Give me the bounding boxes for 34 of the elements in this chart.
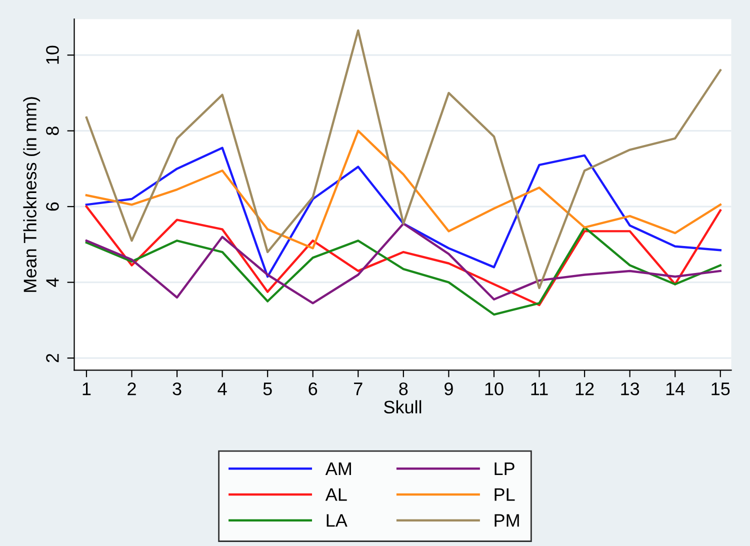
- line-series: [85, 146, 722, 278]
- legend-label: PM: [494, 514, 519, 527]
- x-axis-title: Skull: [384, 400, 422, 414]
- line-series: [85, 29, 722, 290]
- x-tick-label: 15: [712, 382, 730, 396]
- y-tick-label: 6: [46, 202, 59, 211]
- line-series: [85, 130, 722, 250]
- x-tick-label: 2: [128, 382, 136, 396]
- x-tick-label: 11: [531, 382, 548, 396]
- x-tick-label: 13: [621, 382, 640, 396]
- y-tick-label: 10: [46, 46, 59, 64]
- x-tick-label: 10: [485, 382, 504, 396]
- line-series: [85, 205, 722, 306]
- y-tick-label: 2: [46, 354, 59, 362]
- legend-label: AL: [325, 488, 347, 501]
- x-tick-label: 9: [444, 382, 453, 396]
- y-tick-label: 4: [46, 278, 59, 287]
- line-series: [85, 222, 722, 304]
- x-tick-label: 8: [399, 382, 408, 396]
- x-tick-label: 4: [218, 382, 227, 396]
- line-series: [85, 226, 722, 316]
- legend-label: LA: [326, 514, 348, 527]
- y-axis-title: Mean Thickness (in mm): [23, 97, 40, 292]
- legend-label: AM: [325, 462, 351, 475]
- x-tick-label: 12: [576, 382, 594, 396]
- x-tick-label: 1: [82, 382, 91, 396]
- x-tick-label: 6: [308, 382, 318, 396]
- legend-label: LP: [494, 462, 514, 475]
- x-tick-label: 3: [172, 382, 182, 396]
- x-tick-label: 14: [666, 382, 685, 396]
- legend-label: PL: [494, 488, 515, 501]
- x-tick-label: 7: [354, 382, 362, 396]
- y-tick-label: 8: [46, 126, 59, 136]
- x-tick-label: 5: [263, 382, 272, 396]
